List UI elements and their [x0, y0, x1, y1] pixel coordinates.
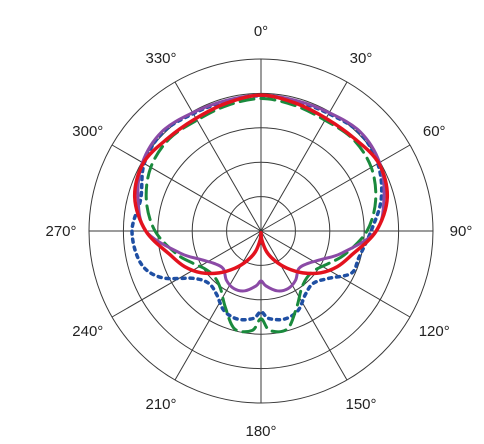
grid-spoke-300 — [111, 144, 262, 232]
grid-spoke-30 — [260, 81, 348, 232]
angle-tick-label: 120° — [419, 323, 450, 340]
polar-grid — [88, 58, 434, 404]
grid-spoke-120 — [260, 230, 411, 318]
angle-tick-label: 330° — [145, 50, 176, 67]
angle-tick-label: 270° — [45, 223, 76, 240]
angle-tick-label: 240° — [72, 323, 103, 340]
angle-tick-label: 180° — [245, 423, 276, 440]
series-line-4 — [132, 93, 390, 276]
angle-tick-label: 0° — [254, 23, 268, 40]
series-line-1 — [130, 94, 384, 322]
angle-tick-label: 30° — [350, 50, 373, 67]
grid-spoke-330 — [174, 81, 262, 232]
angle-tick-label: 150° — [345, 396, 376, 413]
series-line-2 — [144, 97, 378, 334]
angle-tick-label: 300° — [72, 123, 103, 140]
angle-tick-label: 210° — [145, 396, 176, 413]
angle-tick-label: 60° — [423, 123, 446, 140]
grid-spoke-150 — [260, 230, 348, 381]
grid-spoke-210 — [174, 230, 262, 381]
grid-spoke-240 — [111, 230, 262, 318]
series-line-3 — [136, 93, 386, 293]
grid-spoke-60 — [260, 144, 411, 232]
angle-labels: 0° 30° 60° 90° 120° 150° 180° 210° 240° 270° 300° 3… — [45, 23, 472, 440]
angle-tick-label: 90° — [450, 223, 473, 240]
series-group — [130, 93, 390, 334]
